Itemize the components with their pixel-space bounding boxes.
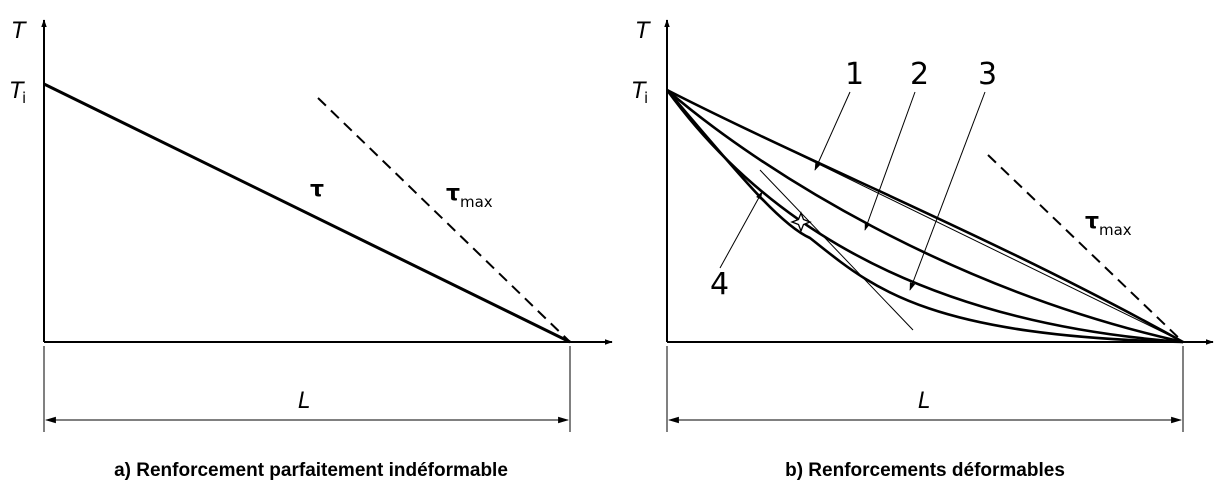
curve-4	[666, 89, 1184, 344]
curve-label-3: 3	[978, 57, 997, 92]
tangent-line	[759, 169, 914, 331]
ti-label: T	[632, 79, 647, 104]
tau-line	[43, 82, 571, 344]
y-axis-label: T	[636, 19, 651, 44]
leader-2	[864, 91, 916, 231]
ti-subscript: i	[644, 89, 648, 107]
ti-subscript: i	[22, 89, 26, 107]
tau-max-line	[987, 154, 1184, 343]
curve-label-4: 4	[710, 267, 729, 302]
curve-2	[666, 89, 1184, 344]
tau-max-label: τ	[1085, 209, 1099, 234]
tau-max-subscript: max	[1099, 221, 1132, 239]
leader-4	[719, 191, 763, 269]
tau-max-subscript: max	[460, 193, 493, 211]
curve-label-1: 1	[845, 57, 864, 92]
curve-label-2: 2	[910, 57, 929, 92]
caption-b: b) Renforcements déformables	[785, 460, 1065, 481]
curve-1	[666, 88, 1184, 344]
leader-1	[814, 91, 851, 171]
length-label: L	[298, 389, 310, 414]
panel-a: T T i τ τ max L a) Renforcement parfaite…	[10, 19, 613, 481]
tau-label: τ	[310, 177, 324, 202]
curve-3	[665, 89, 1184, 344]
star-icon	[790, 211, 812, 233]
ti-label: T	[10, 79, 25, 104]
caption-a: a) Renforcement parfaitement indéformabl…	[114, 460, 508, 481]
y-axis-label: T	[12, 19, 27, 44]
length-label: L	[918, 389, 930, 414]
panel-b: T T i τ max 1 2 3 4 L b) Renforcements d…	[632, 19, 1214, 481]
tau-max-label: τ	[446, 181, 460, 206]
leader-3	[909, 91, 986, 291]
tau-max-line	[317, 97, 571, 343]
